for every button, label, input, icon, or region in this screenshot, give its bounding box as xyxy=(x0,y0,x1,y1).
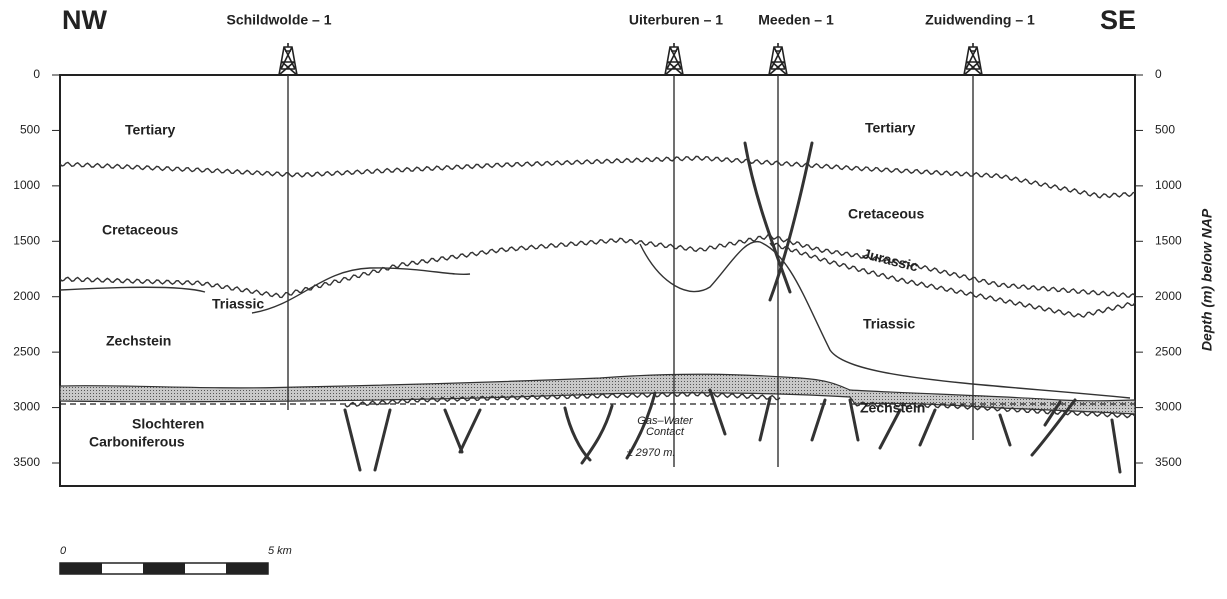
tick-label: 1500 xyxy=(13,233,40,247)
tick-label: 2000 xyxy=(13,289,40,303)
unit-label: Slochteren xyxy=(132,416,204,432)
contact-label: Contact xyxy=(646,426,685,438)
scale-bar xyxy=(60,563,268,574)
unit-label: Cretaceous xyxy=(848,206,924,222)
tick-label: 2500 xyxy=(1155,344,1182,358)
tick-label: 0 xyxy=(1155,67,1162,81)
horizon xyxy=(60,287,205,292)
tick-label: 1000 xyxy=(1155,178,1182,192)
tick-label: 1500 xyxy=(1155,233,1182,247)
tick-label: 500 xyxy=(20,123,40,137)
well-label: Schildwolde – 1 xyxy=(226,12,331,28)
axis-title: Depth (m) below NAP xyxy=(1199,208,1215,351)
tick-label: 1000 xyxy=(13,178,40,192)
tick-label: 2000 xyxy=(1155,289,1182,303)
scale-label: 5 km xyxy=(268,545,292,557)
tick-label: 3500 xyxy=(1155,455,1182,469)
direction-label: NW xyxy=(62,5,107,35)
direction-label: SE xyxy=(1100,5,1136,35)
unit-label: Triassic xyxy=(212,296,264,312)
tick-label: 500 xyxy=(1155,123,1175,137)
unit-label: Zechstein xyxy=(106,333,171,349)
unconformity xyxy=(60,156,1135,197)
derrick-icon xyxy=(279,43,297,75)
derrick-icon xyxy=(964,43,982,75)
cross-section: NW SE Schildwolde – 1 Uiterburen – 1 Mee… xyxy=(0,0,1227,599)
contact-label: ± 2970 m. xyxy=(627,447,676,459)
well-label: Uiterburen – 1 xyxy=(629,12,723,28)
derrick-icon xyxy=(665,43,683,75)
unconformity xyxy=(60,235,1135,298)
tick-label: 3000 xyxy=(13,400,40,414)
unit-label: Zechstein xyxy=(860,400,925,416)
unit-label: Jurassic xyxy=(861,245,920,274)
unit-label: Tertiary xyxy=(125,122,176,138)
unit-label: Triassic xyxy=(863,316,915,332)
reservoir-band xyxy=(60,374,1135,414)
derrick-icon xyxy=(769,43,787,75)
tick-label: 2500 xyxy=(13,344,40,358)
unit-label: Cretaceous xyxy=(102,222,178,238)
scale-label: 0 xyxy=(60,545,67,557)
tick-label: 3000 xyxy=(1155,400,1182,414)
well-label: Zuidwending – 1 xyxy=(925,12,1035,28)
tick-label: 3500 xyxy=(13,455,40,469)
tick-label: 0 xyxy=(33,67,40,81)
unconformity xyxy=(770,243,1135,317)
unit-label: Tertiary xyxy=(865,120,916,136)
unit-label: Carboniferous xyxy=(89,434,185,450)
well-label: Meeden – 1 xyxy=(758,12,834,28)
frame xyxy=(60,75,1135,486)
faults xyxy=(345,143,1120,472)
